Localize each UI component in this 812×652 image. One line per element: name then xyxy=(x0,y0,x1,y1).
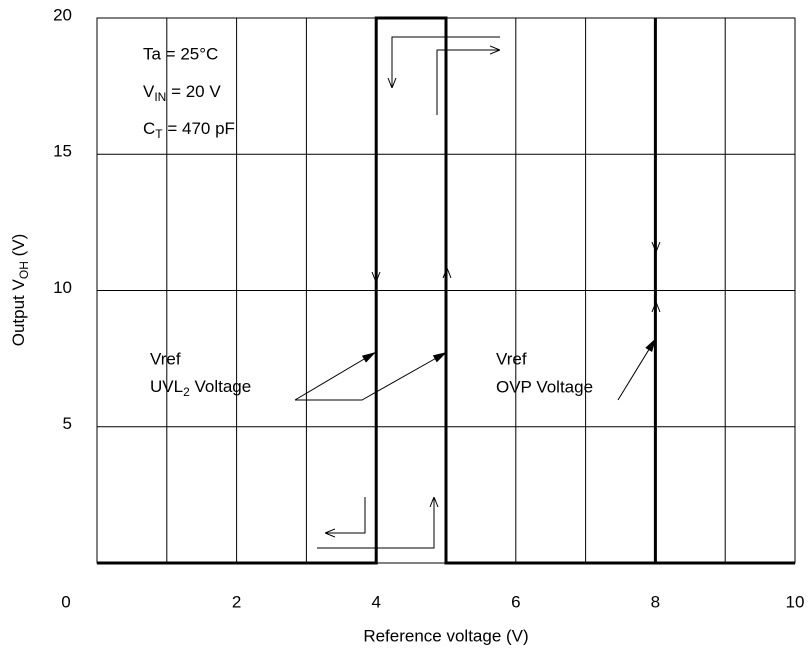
annotation: UVL2 Voltage xyxy=(150,377,251,399)
x-tick-label: 2 xyxy=(232,592,241,611)
x-tick-label: 10 xyxy=(786,592,805,611)
curve xyxy=(97,16,795,565)
x-tick-label: 0 xyxy=(61,592,70,611)
y-tick-label: 10 xyxy=(53,278,72,297)
x-tick-label: 6 xyxy=(511,592,520,611)
annotation: Vref xyxy=(150,349,181,368)
x-tick-label: 8 xyxy=(651,592,660,611)
y-tick-label: 15 xyxy=(53,142,72,161)
annotation: VIN = 20 V xyxy=(143,82,221,104)
annotation: Ta = 25°C xyxy=(143,44,218,63)
y-axis-label: Output VOH (V) xyxy=(9,234,31,347)
annotation: CT = 470 pF xyxy=(143,119,235,141)
annotation: Vref xyxy=(496,349,527,368)
y-tick-label: 5 xyxy=(63,414,72,433)
arrows xyxy=(294,36,656,549)
y-tick-label: 20 xyxy=(53,5,72,24)
annotation: OVP Voltage xyxy=(496,377,593,396)
x-axis-label: Reference voltage (V) xyxy=(363,626,528,645)
x-tick-label: 4 xyxy=(371,592,380,611)
